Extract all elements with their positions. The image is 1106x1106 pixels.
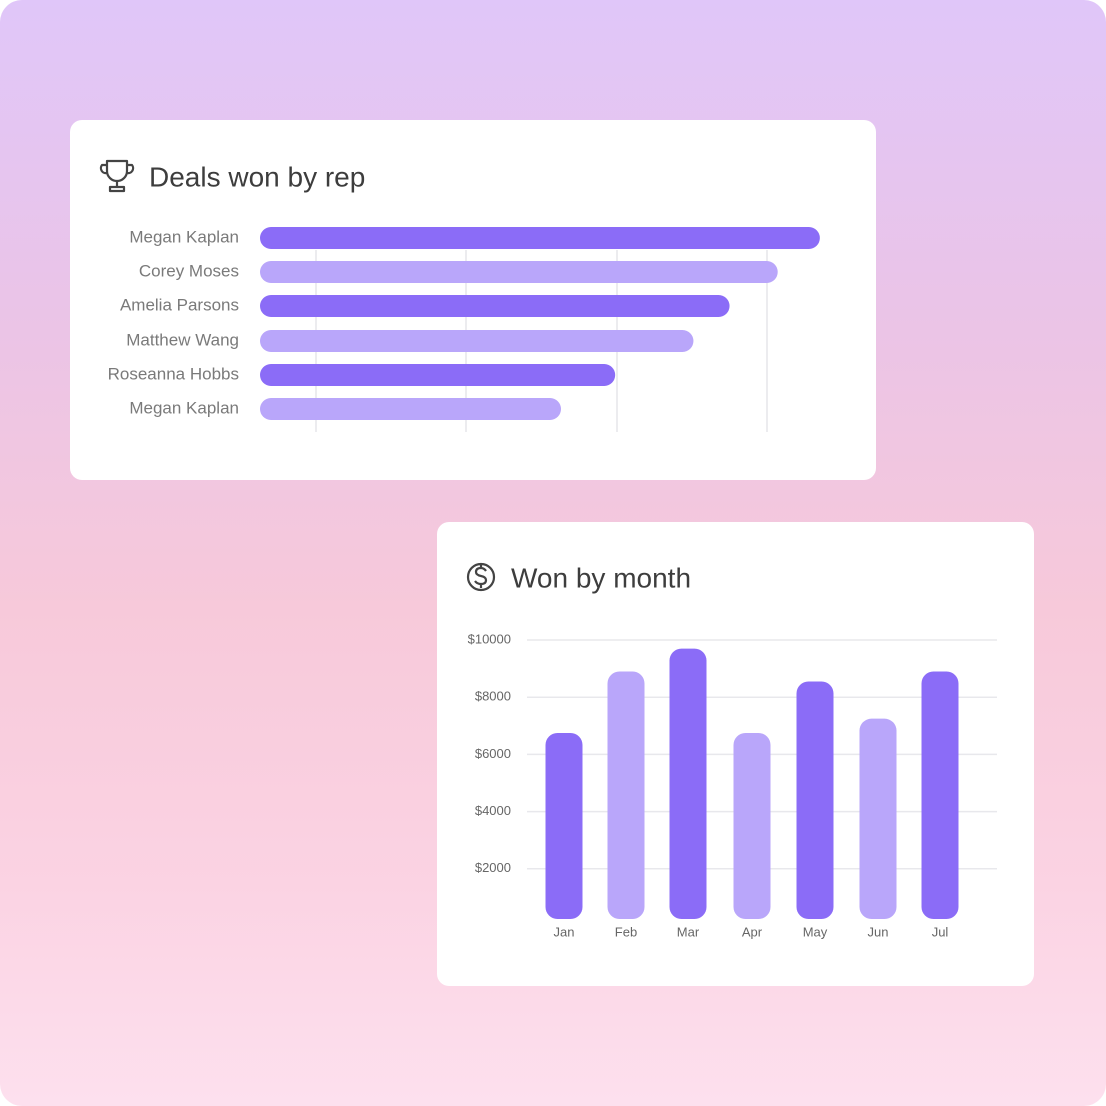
bar <box>607 671 645 919</box>
dollar-icon <box>466 562 496 592</box>
x-tick-label: May <box>803 924 828 939</box>
x-tick-label: Jan <box>554 924 575 939</box>
bar <box>859 718 897 919</box>
bar <box>796 681 834 919</box>
chart-title: Won by month <box>511 562 691 593</box>
chart-title: Deals won by rep <box>149 161 365 192</box>
bar <box>260 398 561 420</box>
y-tick-label: $4000 <box>475 803 511 818</box>
x-tick-label: Jul <box>932 924 949 939</box>
bar <box>545 732 583 919</box>
trophy-icon <box>99 159 135 193</box>
y-tick-label: Corey Moses <box>139 261 239 280</box>
y-tick-label: $6000 <box>475 746 511 761</box>
x-tick-label: Apr <box>742 924 763 939</box>
y-tick-label: $8000 <box>475 689 511 704</box>
y-tick-label: Megan Kaplan <box>129 227 239 246</box>
y-tick-label: $10000 <box>468 631 511 646</box>
bar <box>921 671 959 919</box>
bar <box>260 227 820 249</box>
bar <box>260 261 778 283</box>
x-tick-label: Feb <box>615 924 637 939</box>
bar <box>260 364 616 386</box>
y-tick-label: Matthew Wang <box>126 330 239 349</box>
y-tick-label: Amelia Parsons <box>120 295 239 314</box>
y-tick-label: $2000 <box>475 860 511 875</box>
y-tick-label: Megan Kaplan <box>129 398 239 417</box>
bar <box>669 648 707 919</box>
bar <box>260 330 694 352</box>
x-tick-label: Jun <box>868 924 889 939</box>
y-tick-label: Roseanna Hobbs <box>108 364 239 383</box>
bar <box>733 732 771 919</box>
bar <box>260 295 730 317</box>
x-tick-label: Mar <box>677 924 700 939</box>
